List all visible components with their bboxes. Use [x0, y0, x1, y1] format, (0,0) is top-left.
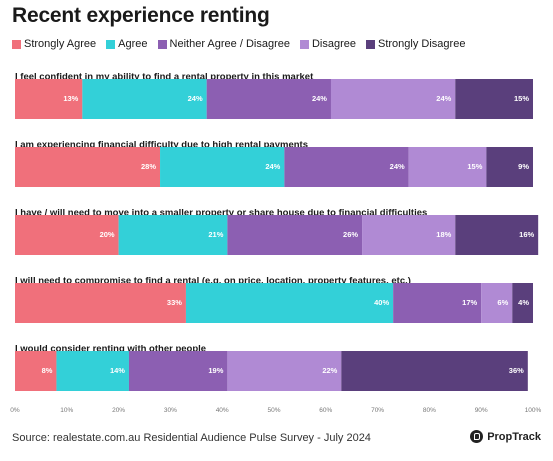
bar-segment	[455, 79, 533, 119]
data-label: 14%	[110, 366, 125, 375]
bar-segment	[481, 283, 513, 323]
category-label: I am experiencing financial difficulty d…	[15, 139, 308, 150]
bar-segment	[15, 351, 57, 391]
data-label: 22%	[322, 366, 337, 375]
bar-segment	[128, 351, 228, 391]
data-label: 16%	[519, 230, 534, 239]
data-label: 19%	[208, 366, 223, 375]
data-label: 15%	[467, 162, 482, 171]
data-label: 36%	[509, 366, 524, 375]
data-label: 21%	[208, 230, 223, 239]
category-label: I feel confident in my ability to find a…	[15, 71, 314, 82]
legend-label: Agree	[118, 38, 148, 50]
legend-item-2: Neither Agree / Disagree	[157, 38, 290, 50]
data-label: 24%	[312, 94, 327, 103]
legend-swatch	[12, 39, 21, 49]
legend-item-3: Disagree	[299, 38, 356, 50]
chart-title: Recent experience renting	[12, 4, 270, 27]
x-tick-label: 40%	[216, 407, 229, 414]
bar-segment	[341, 351, 528, 391]
data-label: 4%	[518, 298, 529, 307]
x-tick-label: 70%	[371, 407, 384, 414]
data-label: 13%	[63, 94, 78, 103]
data-label: 26%	[343, 230, 358, 239]
bar-segment	[227, 351, 342, 391]
legend-label: Neither Agree / Disagree	[169, 38, 290, 50]
bar-segment	[512, 283, 533, 323]
x-tick-label: 30%	[164, 407, 177, 414]
data-label: 8%	[42, 366, 53, 375]
chart-plot: I feel confident in my ability to find a…	[10, 71, 542, 414]
data-label: 17%	[462, 298, 477, 307]
data-label: 40%	[374, 298, 389, 307]
data-label: 24%	[390, 162, 405, 171]
bar-segment	[330, 79, 456, 119]
bar-segment	[160, 147, 285, 187]
x-tick-label: 80%	[423, 407, 436, 414]
x-tick-label: 100%	[525, 407, 542, 414]
bar-segment	[15, 215, 119, 255]
data-label: 24%	[188, 94, 203, 103]
legend-label: Strongly Agree	[24, 38, 97, 50]
x-tick-label: 60%	[319, 407, 332, 414]
proptrack-logo-icon	[470, 430, 484, 443]
x-tick-label: 90%	[475, 407, 488, 414]
bar-segment	[227, 215, 363, 255]
legend-label: Strongly Disagree	[378, 38, 466, 50]
x-tick-label: 10%	[60, 407, 73, 414]
legend-item-1: Agree	[106, 38, 148, 50]
bar-segment	[82, 79, 207, 119]
legend: Strongly Agree Agree Neither Agree / Disag…	[12, 38, 465, 50]
bar-segment	[15, 283, 186, 323]
data-label: 15%	[514, 94, 529, 103]
source-note: Source: realestate.com.au Residential Au…	[12, 432, 371, 444]
bar-segment	[486, 147, 533, 187]
bar-segment	[362, 215, 456, 255]
bar-segment	[15, 79, 83, 119]
bar-segment	[284, 147, 409, 187]
category-label: I will need to compromise to find a rent…	[15, 275, 411, 286]
category-label: I would consider renting with other peop…	[15, 343, 206, 354]
data-label: 6%	[497, 298, 508, 307]
category-label: I have / will need to move into a smalle…	[15, 207, 427, 218]
x-tick-label: 50%	[267, 407, 280, 414]
bar-segment	[455, 215, 539, 255]
data-label: 33%	[167, 298, 182, 307]
legend-swatch	[106, 39, 116, 49]
bar-segment	[408, 147, 487, 187]
data-label: 24%	[436, 94, 451, 103]
legend-swatch	[157, 39, 167, 49]
data-label: 24%	[265, 162, 280, 171]
data-label: 18%	[436, 230, 451, 239]
data-label: 28%	[141, 162, 156, 171]
legend-swatch	[366, 39, 375, 49]
legend-item-0: Strongly Agree	[12, 38, 96, 50]
legend-item-4: Strongly Disagree	[366, 38, 465, 50]
bar-segment	[118, 215, 228, 255]
data-label: 9%	[518, 162, 529, 171]
x-tick-label: 0%	[10, 407, 20, 414]
bar-segment	[56, 351, 129, 391]
legend-label: Disagree	[311, 38, 356, 50]
brand-name: PropTrack	[487, 430, 541, 443]
bar-segment	[15, 147, 161, 187]
bar-segment	[393, 283, 482, 323]
legend-swatch	[299, 39, 309, 49]
proptrack-logo: PropTrack	[470, 430, 541, 443]
bar-segment	[206, 79, 331, 119]
data-label: 20%	[100, 230, 115, 239]
bar-segment	[185, 283, 394, 323]
x-tick-label: 20%	[112, 407, 125, 414]
